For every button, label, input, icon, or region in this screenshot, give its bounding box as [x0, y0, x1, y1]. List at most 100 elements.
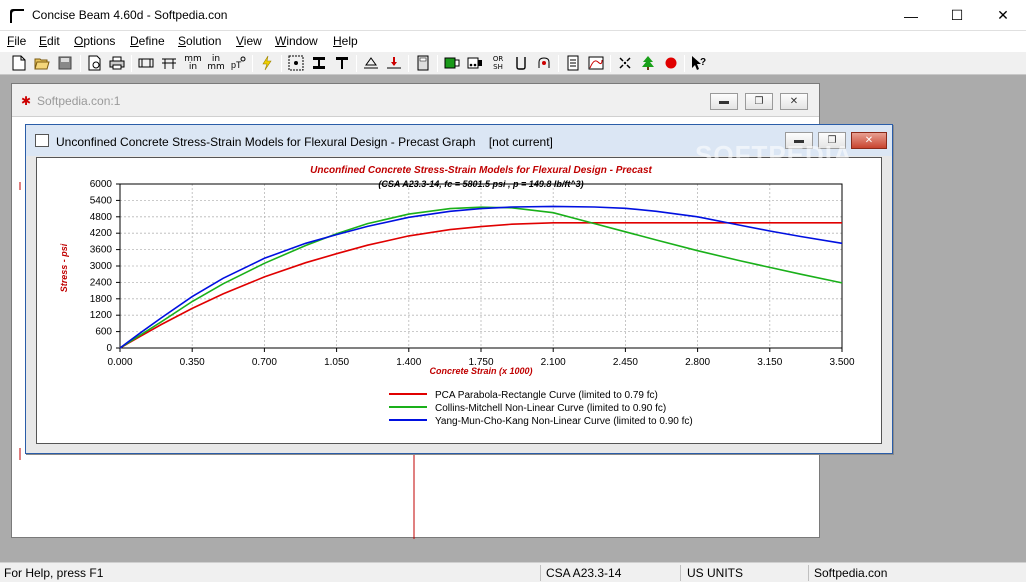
x-tick-label: 0.700	[252, 357, 277, 368]
y-tick-label: 600	[95, 327, 112, 338]
close-button[interactable]: ✕	[980, 0, 1026, 31]
svg-text:pT: pT	[231, 60, 242, 70]
maximize-button[interactable]: ☐	[934, 0, 980, 31]
report-icon[interactable]	[564, 54, 582, 72]
t-section-icon[interactable]	[333, 54, 351, 72]
support-icon[interactable]	[362, 54, 380, 72]
beam-section-icon[interactable]	[137, 54, 155, 72]
graph-window-icon	[35, 134, 49, 147]
span-table-icon[interactable]	[160, 54, 178, 72]
x-tick-label: 0.000	[107, 357, 132, 368]
chart-legend: PCA Parabola-Rectangle Curve (limited to…	[389, 390, 693, 427]
graph-window-title: Unconfined Concrete Stress-Strain Models…	[56, 135, 553, 149]
graph-restore-button[interactable]: ❐	[818, 132, 846, 149]
save-disk-icon[interactable]	[56, 54, 74, 72]
menu-help[interactable]: Help	[333, 34, 358, 48]
y-tick-label: 5400	[90, 195, 113, 206]
menu-file[interactable]: File	[7, 34, 27, 48]
series-line-1	[119, 222, 842, 349]
document-minimize-button[interactable]: ▬	[710, 93, 738, 110]
lightning-icon[interactable]	[258, 54, 276, 72]
series-line-2	[119, 206, 843, 349]
plot-border	[119, 183, 843, 349]
window-titlebar: Concise Beam 4.60d - Softpedia.con — ☐ ✕	[0, 0, 1026, 31]
load-icon[interactable]	[385, 54, 403, 72]
series-line-3	[119, 205, 843, 349]
graph-icon[interactable]	[587, 54, 605, 72]
document-icon: ✱	[21, 94, 32, 108]
reinforcement-icon[interactable]	[443, 54, 461, 72]
y-tick-label: 3000	[90, 261, 113, 272]
menu-options[interactable]: Options	[74, 34, 116, 48]
y-tick-label: 1200	[90, 310, 113, 321]
print-preview-icon[interactable]	[86, 54, 104, 72]
legend-label-1: PCA Parabola-Rectangle Curve (limited to…	[435, 390, 658, 401]
y-tick-labels: 0 600 1200 1800 2400 3000 3600 4200 4800 5400 6000	[90, 179, 113, 354]
graph-close-button[interactable]: ✕	[851, 132, 887, 149]
minimize-button[interactable]: —	[888, 0, 934, 31]
document-window-titlebar: ✱ Softpedia.con:1 ▬ ❐ ✕	[12, 84, 819, 117]
x-axis-label: Concrete Strain (x 1000)	[429, 366, 532, 376]
maximize-icon: ☐	[950, 7, 964, 23]
document-close-button[interactable]: ✕	[780, 93, 808, 110]
new-file-icon[interactable]	[10, 54, 28, 72]
x-tick-label: 3.500	[829, 357, 854, 368]
y-tick-label: 4800	[90, 212, 113, 223]
select-region-icon[interactable]	[287, 54, 305, 72]
app-logo-icon	[10, 9, 24, 23]
bars-icon[interactable]	[466, 54, 484, 72]
stop-record-icon[interactable]	[662, 54, 680, 72]
or-sh-icon[interactable]: OR SH	[492, 55, 504, 71]
crosshair-icon[interactable]	[616, 54, 634, 72]
y-tick-label: 1800	[90, 294, 113, 305]
y-axis-label: Stress - psi	[59, 243, 69, 292]
y-tick-label: 0	[106, 343, 112, 354]
graph-window[interactable]: Unconfined Concrete Stress-Strain Models…	[25, 124, 893, 454]
stirrup-icon[interactable]	[512, 54, 530, 72]
x-tick-label: 2.800	[685, 357, 710, 368]
toolbar: mm in in mm pT OR SH	[0, 51, 1026, 75]
x-tick-label: 3.150	[757, 357, 782, 368]
close-icon: ✕	[997, 7, 1009, 23]
x-tick-label: 0.350	[180, 357, 205, 368]
minimize-icon: —	[904, 7, 918, 24]
y-tick-label: 2400	[90, 277, 113, 288]
menu-define[interactable]: Define	[130, 34, 165, 48]
svg-text:?: ?	[700, 57, 706, 68]
legend-label-2: Collins-Mitchell Non-Linear Curve (limit…	[435, 403, 666, 414]
status-units: US UNITS	[687, 566, 744, 580]
menu-view[interactable]: View	[236, 34, 262, 48]
document-restore-button[interactable]: ❐	[745, 93, 773, 110]
menu-window[interactable]: Window	[275, 34, 318, 48]
in-to-mm-icon[interactable]: in mm	[207, 54, 225, 72]
open-folder-icon[interactable]	[33, 54, 51, 72]
x-tick-label: 1.750	[468, 357, 493, 368]
status-brand: Softpedia.con	[814, 566, 888, 580]
window-title: Concise Beam 4.60d - Softpedia.con	[32, 8, 228, 22]
torsion-icon[interactable]	[535, 54, 553, 72]
graph-minimize-button[interactable]: ▬	[785, 132, 813, 149]
context-help-icon[interactable]: ?	[690, 54, 708, 72]
printer-icon[interactable]	[108, 54, 126, 72]
chart-title: Unconfined Concrete Stress-Strain Models…	[310, 165, 652, 176]
i-section-icon[interactable]	[310, 54, 328, 72]
statusbar: For Help, press F1 CSA A23.3-14 US UNITS…	[0, 562, 1026, 582]
tree-icon[interactable]	[639, 54, 657, 72]
mm-to-in-icon[interactable]: mm in	[184, 54, 202, 72]
stress-strain-chart: Unconfined Concrete Stress-Strain Models…	[59, 165, 855, 427]
x-tick-label: 2.100	[541, 357, 566, 368]
units-toggle-icon[interactable]: pT	[229, 54, 247, 72]
softpedia-watermark: SOFTPEDIA	[695, 140, 853, 170]
chart-series	[119, 205, 843, 349]
calculator-icon[interactable]	[414, 54, 432, 72]
graph-window-titlebar: Unconfined Concrete Stress-Strain Models…	[26, 125, 892, 156]
y-tick-label: 6000	[90, 179, 113, 190]
menubar: File Edit Options Define Solution View W…	[0, 31, 1026, 51]
menu-solution[interactable]: Solution	[178, 34, 222, 48]
x-tick-label: 1.050	[324, 357, 349, 368]
document-window-title: Softpedia.con:1	[37, 94, 121, 108]
y-tick-label: 4200	[90, 228, 113, 239]
chart-axes	[116, 183, 843, 352]
x-tick-labels: 0.000 0.350 0.700 1.050 1.400 1.750 2.100 2.450…	[107, 357, 854, 368]
menu-edit[interactable]: Edit	[39, 34, 60, 48]
